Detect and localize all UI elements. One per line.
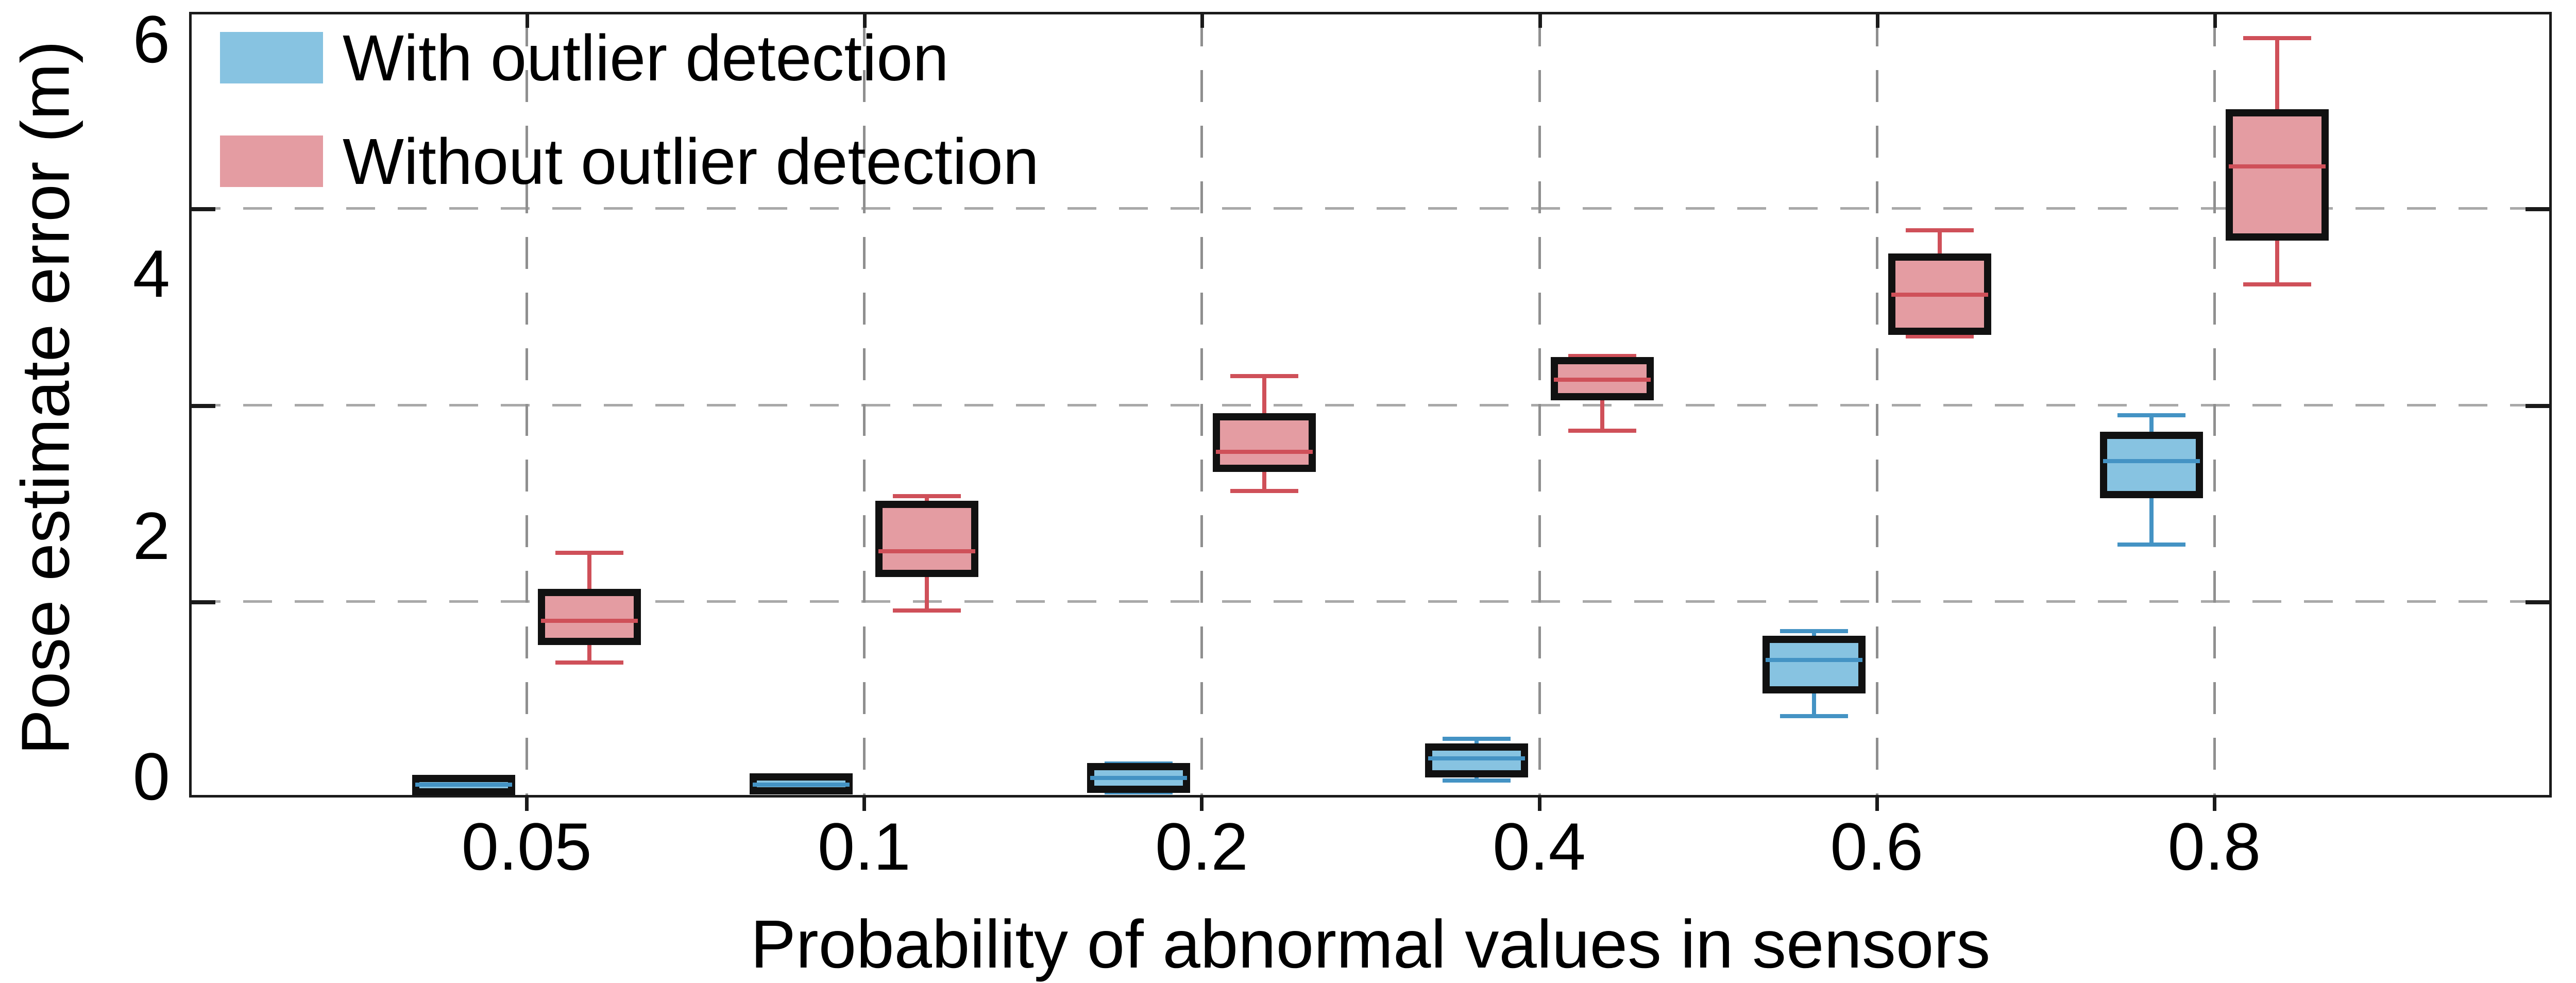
legend-swatch-with-outlier xyxy=(220,32,323,83)
x-axis-tick-top xyxy=(1200,14,1205,28)
legend-label: With outlier detection xyxy=(343,21,949,94)
x-axis-tick-bottom xyxy=(525,798,529,811)
x-axis-tick-bottom xyxy=(2212,798,2216,811)
box-median-line xyxy=(1216,450,1313,454)
box-median-line xyxy=(1553,378,1651,382)
legend-item-with-outlier: With outlier detection xyxy=(220,22,1039,94)
x-tick-label: 0.1 xyxy=(817,809,911,884)
vertical-gridline xyxy=(1875,14,1878,795)
x-axis-tick-top xyxy=(526,14,530,28)
box-median-line xyxy=(1090,775,1188,780)
x-axis-tick-top xyxy=(863,14,867,28)
box-median-line xyxy=(2103,459,2200,463)
y-tick-label: 0 xyxy=(132,739,170,814)
box-whisker-cap xyxy=(1568,429,1636,433)
box-whisker-cap xyxy=(1442,736,1511,741)
horizontal-gridline xyxy=(192,403,2549,406)
x-tick-label: 0.2 xyxy=(1155,809,1248,884)
legend-item-without-outlier: Without outlier detection xyxy=(220,125,1039,198)
box-whisker-cap xyxy=(1442,778,1511,783)
legend: With outlier detection Without outlier d… xyxy=(220,22,1039,239)
box-whisker-cap xyxy=(555,660,624,665)
x-axis-tick-bottom xyxy=(862,798,867,811)
vertical-gridline xyxy=(526,14,529,795)
box-whisker-cap xyxy=(1780,629,1848,634)
boxplot-box xyxy=(538,588,641,645)
x-axis-tick-bottom xyxy=(1537,798,1541,811)
x-tick-label: 0.05 xyxy=(461,809,592,884)
x-tick-label: 0.8 xyxy=(2167,809,2261,884)
box-median-line xyxy=(1891,293,1988,297)
box-median-line xyxy=(753,782,850,787)
y-axis-tick-left xyxy=(192,207,215,212)
box-median-line xyxy=(541,618,638,623)
x-axis-tick-top xyxy=(1538,14,1542,28)
vertical-gridline xyxy=(1538,14,1541,795)
box-whisker-cap xyxy=(1905,228,1974,233)
y-axis-tick-right xyxy=(2526,207,2549,212)
y-axis-tick-right xyxy=(2526,403,2549,408)
box-whisker-cap xyxy=(1230,374,1299,378)
y-axis-tick-left xyxy=(192,403,215,408)
y-axis-label: Pose estimate error (m) xyxy=(7,40,83,755)
box-whisker-cap xyxy=(2117,543,2185,547)
box-whisker-cap xyxy=(2117,413,2185,417)
x-axis-label: Probability of abnormal values in sensor… xyxy=(750,906,1991,982)
boxplot-box xyxy=(875,501,979,577)
box-whisker-cap xyxy=(1568,354,1636,359)
horizontal-gridline xyxy=(192,600,2549,603)
box-median-line xyxy=(2228,164,2326,168)
x-tick-label: 0.4 xyxy=(1493,809,1586,884)
x-axis-tick-bottom xyxy=(1200,798,1204,811)
y-tick-label: 4 xyxy=(132,236,170,312)
box-median-line xyxy=(878,549,976,554)
boxplot-box xyxy=(1762,636,1866,693)
horizontal-gridline xyxy=(192,207,2549,210)
box-whisker-cap xyxy=(1230,489,1299,494)
box-median-line xyxy=(1428,756,1525,760)
vertical-gridline xyxy=(863,14,866,795)
x-axis-tick-top xyxy=(2213,14,2217,28)
y-tick-label: 2 xyxy=(132,498,170,573)
y-axis-tick-right xyxy=(2526,600,2549,604)
x-tick-label: 0.6 xyxy=(1830,809,1924,884)
y-tick-label: 6 xyxy=(132,2,170,77)
vertical-gridline xyxy=(2213,14,2216,795)
boxplot-box xyxy=(2225,109,2329,241)
y-axis-tick-left xyxy=(192,600,215,604)
x-axis-tick-top xyxy=(1875,14,1879,28)
legend-label: Without outlier detection xyxy=(343,125,1039,198)
box-median-line xyxy=(1765,658,1862,663)
box-whisker-cap xyxy=(1780,714,1848,719)
box-whisker-cap xyxy=(2243,282,2311,286)
x-axis-tick-bottom xyxy=(1875,798,1879,811)
box-whisker-cap xyxy=(555,550,624,555)
boxplot-box xyxy=(2099,431,2203,499)
box-whisker-cap xyxy=(1905,334,1974,339)
box-median-line xyxy=(415,782,513,787)
plot-area xyxy=(189,12,2552,798)
vertical-gridline xyxy=(1200,14,1204,795)
box-whisker-cap xyxy=(2243,36,2311,40)
box-whisker-cap xyxy=(893,494,961,499)
box-whisker-cap xyxy=(893,608,961,613)
boxplot-box xyxy=(1213,413,1316,472)
legend-swatch-without-outlier xyxy=(220,135,323,187)
